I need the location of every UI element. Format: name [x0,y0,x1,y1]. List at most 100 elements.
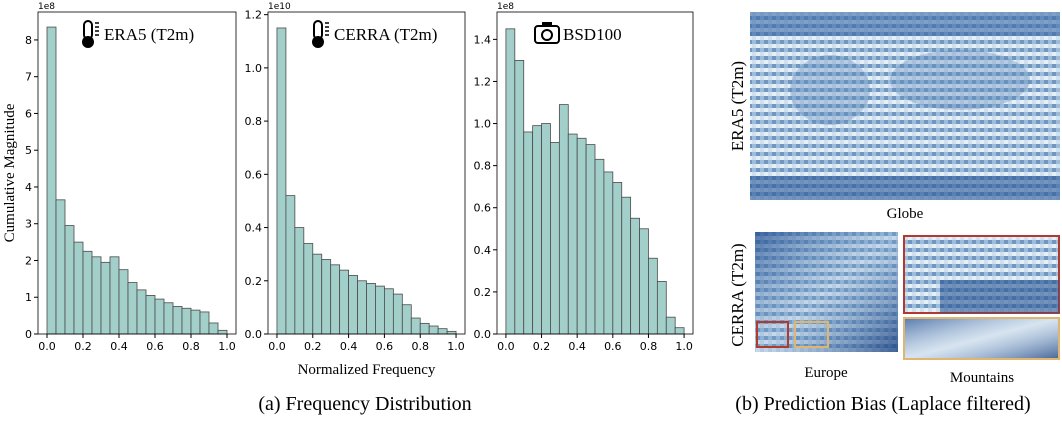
caption: (b) Prediction Bias (Laplace filtered) [735,393,1030,415]
histogram-bar [110,257,119,334]
histogram-bar [173,306,182,334]
x-tick-label: 0.2 [533,340,551,353]
histogram-bar [533,126,542,334]
histogram-bar [101,262,110,334]
y-tick-label: 0.4 [245,222,263,235]
histogram-bar [349,275,358,334]
histogram-bar [322,259,331,334]
y-tick-label: 4 [25,181,32,194]
histogram-bar [542,124,551,334]
histogram-bar [47,27,56,334]
figure: ERA5 (T2m) CERRA (T2m) Globe Europe Moun… [0,0,1062,417]
histogram-bar [640,229,649,334]
y-tick-label: 0.0 [474,328,492,341]
y-tick-label: 1.0 [474,118,492,131]
offset-label: 1e8 [38,2,55,12]
histogram-bar [277,28,286,334]
image-label: Europe [804,365,848,381]
histogram-bar [586,145,595,334]
y-tick-label: 1.2 [474,75,492,88]
histogram-bar [191,310,200,334]
y-tick-label: 0.6 [245,168,263,181]
histogram-bar [613,182,622,334]
histogram-bar [367,283,376,334]
y-tick-label: 0.2 [245,275,263,288]
chart-title: BSD100 [563,25,622,44]
row-label: CERRA (T2m) [728,243,747,346]
x-tick-label: 1.0 [218,340,236,353]
x-tick-label: 0.6 [146,340,164,353]
histogram-bar [182,308,191,334]
image-label: Mountains [950,370,1014,386]
y-tick-label: 8 [25,34,32,47]
y-tick-label: 1.2 [245,9,263,22]
icon-part [542,30,552,40]
histogram-bar [411,318,420,334]
y-tick-label: 0 [25,328,32,341]
chart-title: ERA5 (T2m) [104,25,194,44]
image-label: Globe [887,206,924,222]
histogram-bar [137,290,146,334]
x-tick-label: 0.8 [411,340,429,353]
globe-image [750,12,1060,200]
y-tick-label: 0.8 [245,115,263,128]
histogram-bar [515,60,524,334]
histogram-bar [559,105,568,334]
histogram-bar [295,228,304,334]
offset-label: 1e10 [268,2,291,12]
histogram-bar [56,200,65,334]
europe-image [755,232,898,352]
histogram-bar [313,254,322,334]
y-tick-label: 0.4 [474,244,492,257]
histogram-bar [209,323,218,334]
histogram-bar [155,299,164,334]
row-label: ERA5 (T2m) [728,61,747,151]
y-tick-label: 3 [25,218,32,231]
histogram-bar [438,329,447,334]
histogram-bar [74,242,83,334]
x-tick-label: 0.0 [38,340,56,353]
offset-label: 1e8 [497,2,514,12]
x-tick-label: 0.2 [74,340,92,353]
caption: (a) Frequency Distribution [258,393,471,415]
histogram-bar [331,265,340,334]
chart-title: CERRA (T2m) [334,25,437,44]
histogram-bar [286,196,295,334]
histogram-bar [506,29,515,334]
y-tick-label: 0.6 [474,202,492,215]
histogram-bar [604,172,613,334]
x-tick-label: 1.0 [447,340,465,353]
histogram-bar [550,142,559,334]
y-axis-label: Cumulative Magnitude [2,103,18,242]
icon-part [82,36,94,48]
y-tick-label: 6 [25,107,32,120]
y-tick-label: 0.8 [474,160,492,173]
histogram-bar [595,159,604,334]
x-tick-label: 0.0 [497,340,515,353]
icon-part [542,22,552,26]
x-tick-label: 0.8 [182,340,200,353]
y-tick-label: 5 [25,144,32,157]
histogram-bar [420,323,429,334]
histogram-bar [429,326,438,334]
mountains-image [904,236,1059,359]
x-tick-label: 0.2 [304,340,322,353]
y-tick-label: 7 [25,71,32,84]
x-tick-label: 0.4 [110,340,128,353]
histogram-bar [218,330,227,334]
y-tick-label: 0.2 [474,286,492,299]
icon-part [312,36,324,48]
histogram-bar [146,295,155,334]
histogram-bar [83,251,92,334]
y-tick-label: 0.0 [245,328,263,341]
histogram-bar [657,281,666,334]
histogram-bar [568,134,577,334]
y-tick-label: 2 [25,254,32,267]
x-tick-label: 0.6 [376,340,394,353]
y-tick-label: 1.4 [474,33,492,46]
histogram-bar [200,312,209,334]
histogram-bar [384,289,393,334]
x-tick-label: 1.0 [675,340,693,353]
x-tick-label: 0.4 [568,340,586,353]
x-tick-label: 0.4 [340,340,358,353]
